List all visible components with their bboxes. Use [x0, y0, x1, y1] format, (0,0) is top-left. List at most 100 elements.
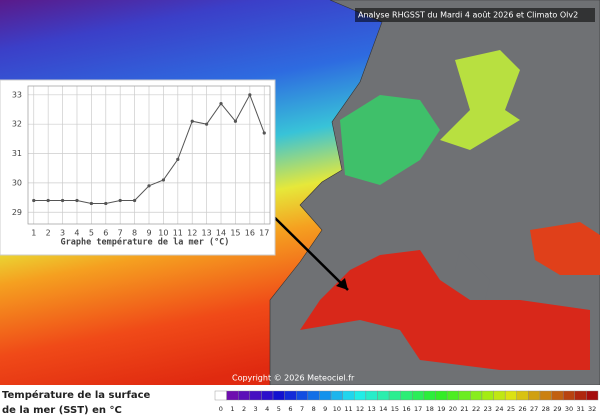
colorbar-label: 20 [449, 405, 457, 413]
chart-title: Graphe température de la mer (°C) [61, 237, 230, 248]
colorbar-swatch [365, 390, 378, 401]
x-tick-label: 1 [31, 229, 36, 238]
colorbar-swatch [435, 390, 448, 401]
point [190, 119, 194, 123]
x-tick-label: 16 [245, 229, 255, 238]
colorbar-label: 19 [437, 405, 445, 413]
colorbar-label: 30 [565, 405, 573, 413]
x-tick-label: 11 [173, 229, 183, 238]
colorbar-swatch [516, 390, 529, 401]
colorbar-swatch [412, 390, 425, 401]
point [89, 201, 93, 206]
point [205, 122, 209, 126]
colorbar-label: 8 [312, 405, 316, 413]
point [132, 198, 137, 203]
north-sea [340, 95, 440, 185]
colorbar-label: 7 [300, 405, 304, 413]
colorbar-label: 25 [507, 405, 515, 413]
point [75, 198, 79, 203]
mediterranean [300, 250, 590, 370]
colorbar-label: 9 [323, 405, 327, 413]
y-tick-label: 31 [12, 149, 22, 158]
legend-title: Température de la surface [2, 389, 151, 401]
colorbar-label: 6 [288, 405, 292, 413]
point [161, 178, 166, 182]
colorbar-label: 29 [553, 405, 561, 413]
colorbar-swatch [481, 390, 494, 401]
header-bg [355, 8, 595, 22]
colorbar-swatch [562, 390, 575, 401]
colorbar-swatch [330, 390, 343, 401]
colorbar-label: 0 [219, 405, 223, 413]
point [104, 201, 108, 206]
colorbar-swatch [470, 390, 483, 401]
copyright: Copyright © 2026 Meteociel.fr [232, 374, 355, 383]
colorbar-label: 18 [426, 405, 434, 413]
y-tick-label: 29 [12, 208, 22, 217]
chart-bg [0, 79, 276, 256]
colorbar-label: 10 [333, 405, 341, 413]
colorbar-label: 13 [368, 405, 376, 413]
colorbar-swatch [261, 390, 274, 401]
point [147, 184, 151, 188]
x-tick-label: 2 [46, 229, 51, 238]
colorbar-swatch [493, 390, 506, 401]
colorbar-swatch [504, 390, 517, 401]
x-tick-label: 7 [118, 229, 123, 238]
colorbar-swatch [354, 390, 367, 401]
colorbar-swatch [458, 390, 471, 401]
colorbar-swatch [388, 390, 401, 401]
x-tick-label: 6 [103, 229, 108, 238]
arrow-head [336, 278, 348, 290]
x-tick-label: 8 [132, 229, 137, 238]
colorbar-swatch [586, 390, 599, 401]
colorbar-label: 17 [414, 405, 422, 413]
x-tick-label: 9 [146, 229, 151, 238]
colorbar-label: 16 [402, 405, 410, 413]
colorbar-swatch [272, 390, 285, 401]
point [46, 198, 50, 203]
x-tick-label: 15 [230, 229, 240, 238]
x-tick-label: 10 [158, 229, 168, 238]
baltic-sea [440, 50, 520, 150]
colorbar-label: 11 [344, 405, 352, 413]
colorbar-label: 3 [254, 405, 258, 413]
colorbar-label: 22 [472, 405, 480, 413]
colorbar-swatch [319, 390, 332, 401]
x-tick-label: 5 [89, 229, 94, 238]
colorbar-label: 31 [576, 405, 584, 413]
black-sea [530, 222, 600, 275]
point [118, 198, 122, 203]
colorbar-swatch [307, 390, 320, 401]
colorbar-swatch [400, 390, 413, 401]
point [233, 119, 238, 123]
x-tick-label: 12 [187, 229, 197, 238]
colorbar-label: 21 [460, 405, 468, 413]
colorbar-swatch [377, 390, 390, 401]
colorbar-label: 4 [265, 405, 269, 413]
colorbar-label: 15 [391, 405, 399, 413]
colorbar-swatch [226, 390, 239, 401]
colorbar-label: 28 [542, 405, 550, 413]
point [60, 198, 65, 203]
colorbar: 0 1 2 3 4 5 6 7 8 9 10 11 12 13 14 15 16 17 18 19 20 21 22 23 24… [214, 390, 599, 413]
y-tick-label: 32 [12, 120, 22, 129]
colorbar-label: 32 [588, 405, 596, 413]
x-tick-label: 14 [216, 229, 226, 238]
legend-title: de la mer (SST) en °C [2, 405, 122, 416]
colorbar-swatch [214, 390, 227, 401]
colorbar-label: 27 [530, 405, 538, 413]
point [176, 157, 180, 162]
x-tick-label: 4 [74, 229, 79, 238]
point [219, 102, 223, 106]
point [262, 131, 266, 135]
colorbar-swatch [574, 390, 587, 401]
colorbar-label: 24 [495, 405, 503, 413]
colorbar-swatch [238, 390, 251, 401]
colorbar-swatch [249, 390, 262, 401]
colorbar-swatch [284, 390, 297, 401]
header: Analyse RHGSST du Mardi 4 août 2026 et C… [358, 11, 578, 20]
colorbar-swatch [551, 390, 564, 401]
